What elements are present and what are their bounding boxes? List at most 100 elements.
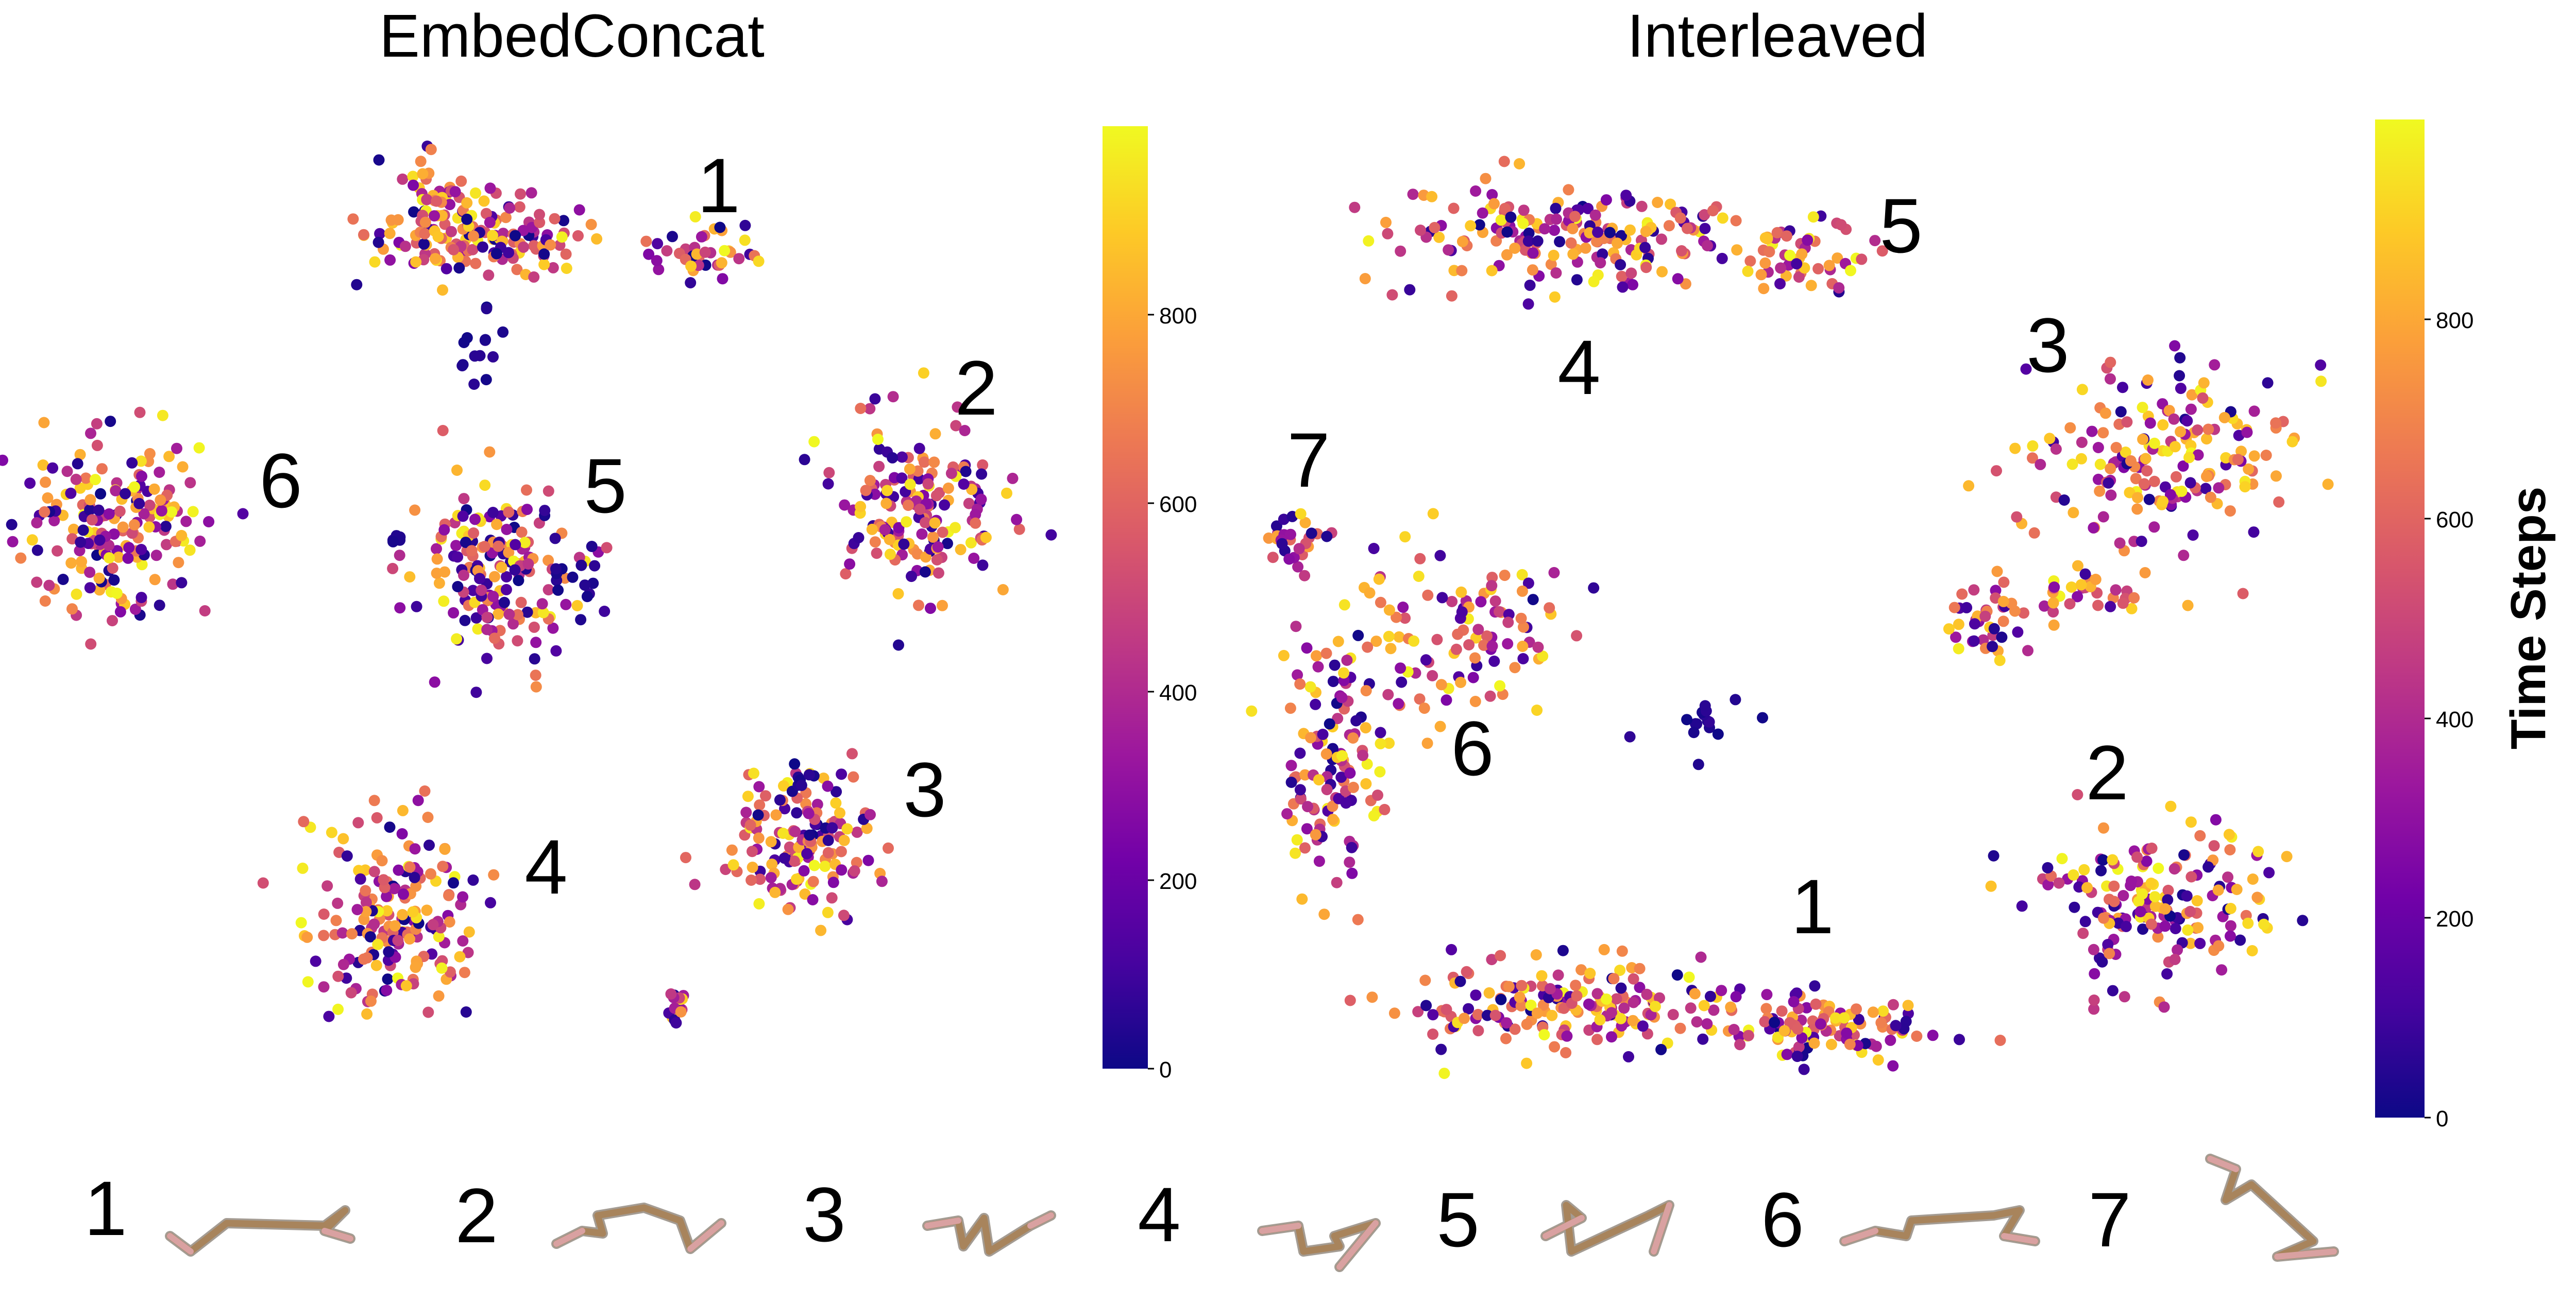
scatter-point-1-758	[1730, 694, 1741, 706]
scatter-point-1-871	[1521, 1057, 1533, 1069]
scatter-point-1-1114	[2194, 830, 2206, 842]
scatter-point-1-770	[1681, 714, 1693, 726]
scatter-point-1-484	[2065, 581, 2077, 593]
scatter-point-1-930	[1459, 1013, 1470, 1024]
scatter-point-0-930	[411, 601, 422, 612]
scatter-point-0-522	[789, 826, 801, 837]
scatter-point-1-688	[1312, 661, 1324, 673]
scatter-point-1-510	[1267, 552, 1279, 563]
scatter-point-1-739	[1375, 727, 1386, 739]
scatter-point-0-393	[933, 567, 944, 579]
scatter-point-1-950	[1388, 1007, 1400, 1019]
scatter-point-1-453	[1987, 641, 1998, 653]
scatter-point-0-92	[518, 241, 530, 253]
embedconcat-cluster-label-1: 1	[697, 142, 740, 229]
scatter-point-1-547	[1516, 569, 1528, 580]
scatter-point-0-396	[952, 401, 963, 413]
scatter-point-0-929	[451, 465, 463, 476]
scatter-point-1-823	[1606, 1031, 1617, 1043]
scatter-point-0-85	[528, 240, 540, 252]
scatter-point-1-873	[1761, 989, 1773, 1001]
scatter-point-0-323	[898, 538, 910, 550]
scatter-point-1-179	[1488, 198, 1500, 210]
scatter-point-0-603	[437, 861, 449, 872]
embedconcat-cluster-label-2: 2	[955, 345, 997, 431]
scatter-point-0-944	[550, 563, 562, 575]
scatter-point-1-52	[1744, 255, 1756, 267]
scatter-point-1-143	[1604, 227, 1616, 238]
scatter-point-1-674	[1304, 681, 1316, 693]
scatter-point-0-541	[804, 829, 816, 841]
scatter-point-0-837	[489, 571, 500, 582]
scatter-point-1-176	[1505, 211, 1517, 223]
scatter-point-0-1007	[160, 521, 172, 533]
scatter-point-1-371	[2197, 392, 2209, 404]
scatter-point-0-130	[490, 248, 502, 260]
scatter-point-0-1059	[70, 473, 82, 485]
scatter-point-1-365	[2187, 529, 2199, 541]
scatter-point-0-1117	[114, 505, 126, 517]
embedconcat-colorbar-gradient	[1103, 126, 1148, 1069]
scatter-point-1-1099	[2225, 920, 2236, 932]
scatter-point-0-885	[601, 542, 613, 554]
scatter-point-1-827	[1594, 1014, 1606, 1026]
scatter-point-0-918	[451, 633, 463, 645]
scatter-point-1-613	[1431, 633, 1443, 645]
scatter-point-0-282	[927, 531, 939, 543]
scatter-point-1-910	[1546, 1009, 1558, 1021]
scatter-point-0-726	[378, 874, 389, 886]
scatter-point-0-1093	[93, 572, 105, 584]
scatter-point-1-1082	[2152, 931, 2164, 943]
scatter-point-1-737	[1321, 784, 1333, 796]
scatter-point-0-559	[795, 779, 807, 791]
scatter-point-1-244	[1761, 233, 1773, 245]
scatter-point-0-489	[769, 886, 781, 898]
scatter-point-0-226	[487, 351, 499, 363]
scatter-point-0-751	[404, 861, 416, 873]
scatter-point-1-236	[1833, 282, 1845, 294]
scatter-point-1-268	[2209, 359, 2221, 371]
scatter-point-0-848	[470, 612, 482, 624]
scatter-point-0-1099	[52, 545, 63, 557]
scatter-point-1-195	[1780, 270, 1792, 282]
scatter-point-0-377	[880, 498, 892, 509]
scatter-point-1-926	[1691, 1016, 1703, 1028]
scatter-point-1-940	[1584, 968, 1596, 979]
scatter-point-0-1078	[76, 556, 88, 568]
scatter-point-1-446	[2039, 600, 2050, 612]
scatter-point-1-864	[1583, 998, 1595, 1010]
scatter-point-1-1167	[2231, 884, 2243, 895]
scatter-point-1-533	[1385, 643, 1397, 655]
scatter-point-0-880	[458, 570, 469, 581]
scatter-point-1-523	[1293, 543, 1305, 555]
scatter-point-1-385	[2164, 489, 2176, 501]
scatter-point-0-62	[534, 217, 546, 228]
scatter-point-0-1044	[199, 605, 211, 616]
scatter-point-1-629	[1456, 606, 1468, 618]
scatter-point-1-414	[2011, 511, 2023, 523]
scatter-point-0-917	[539, 505, 551, 517]
scatter-point-1-596	[1515, 612, 1527, 624]
scatter-point-1-594	[1472, 624, 1484, 636]
scatter-point-0-1115	[122, 552, 134, 564]
scatter-point-0-1080	[85, 427, 96, 439]
scatter-point-1-887	[1608, 973, 1620, 985]
scatter-point-0-1024	[57, 574, 69, 585]
scatter-point-0-862	[503, 546, 515, 558]
scatter-point-1-874	[1570, 980, 1582, 991]
scatter-point-0-1069	[173, 557, 184, 569]
scatter-point-1-1125	[2079, 916, 2091, 928]
scatter-point-0-718	[360, 906, 372, 917]
scatter-point-0-681	[463, 926, 475, 938]
scatter-point-0-503	[803, 808, 815, 819]
scatter-point-1-586	[1481, 630, 1493, 642]
scatter-point-1-375	[2270, 470, 2282, 482]
scatter-point-1-796	[1575, 964, 1587, 976]
scatter-point-1-741	[1294, 784, 1306, 796]
scatter-point-1-1203	[2108, 896, 2120, 907]
scatter-point-1-330	[2260, 450, 2272, 461]
scatter-point-1-1126	[2088, 995, 2100, 1006]
scatter-point-1-370	[2175, 426, 2187, 438]
scatter-point-0-211	[667, 231, 678, 243]
scatter-point-0-564	[384, 821, 396, 833]
